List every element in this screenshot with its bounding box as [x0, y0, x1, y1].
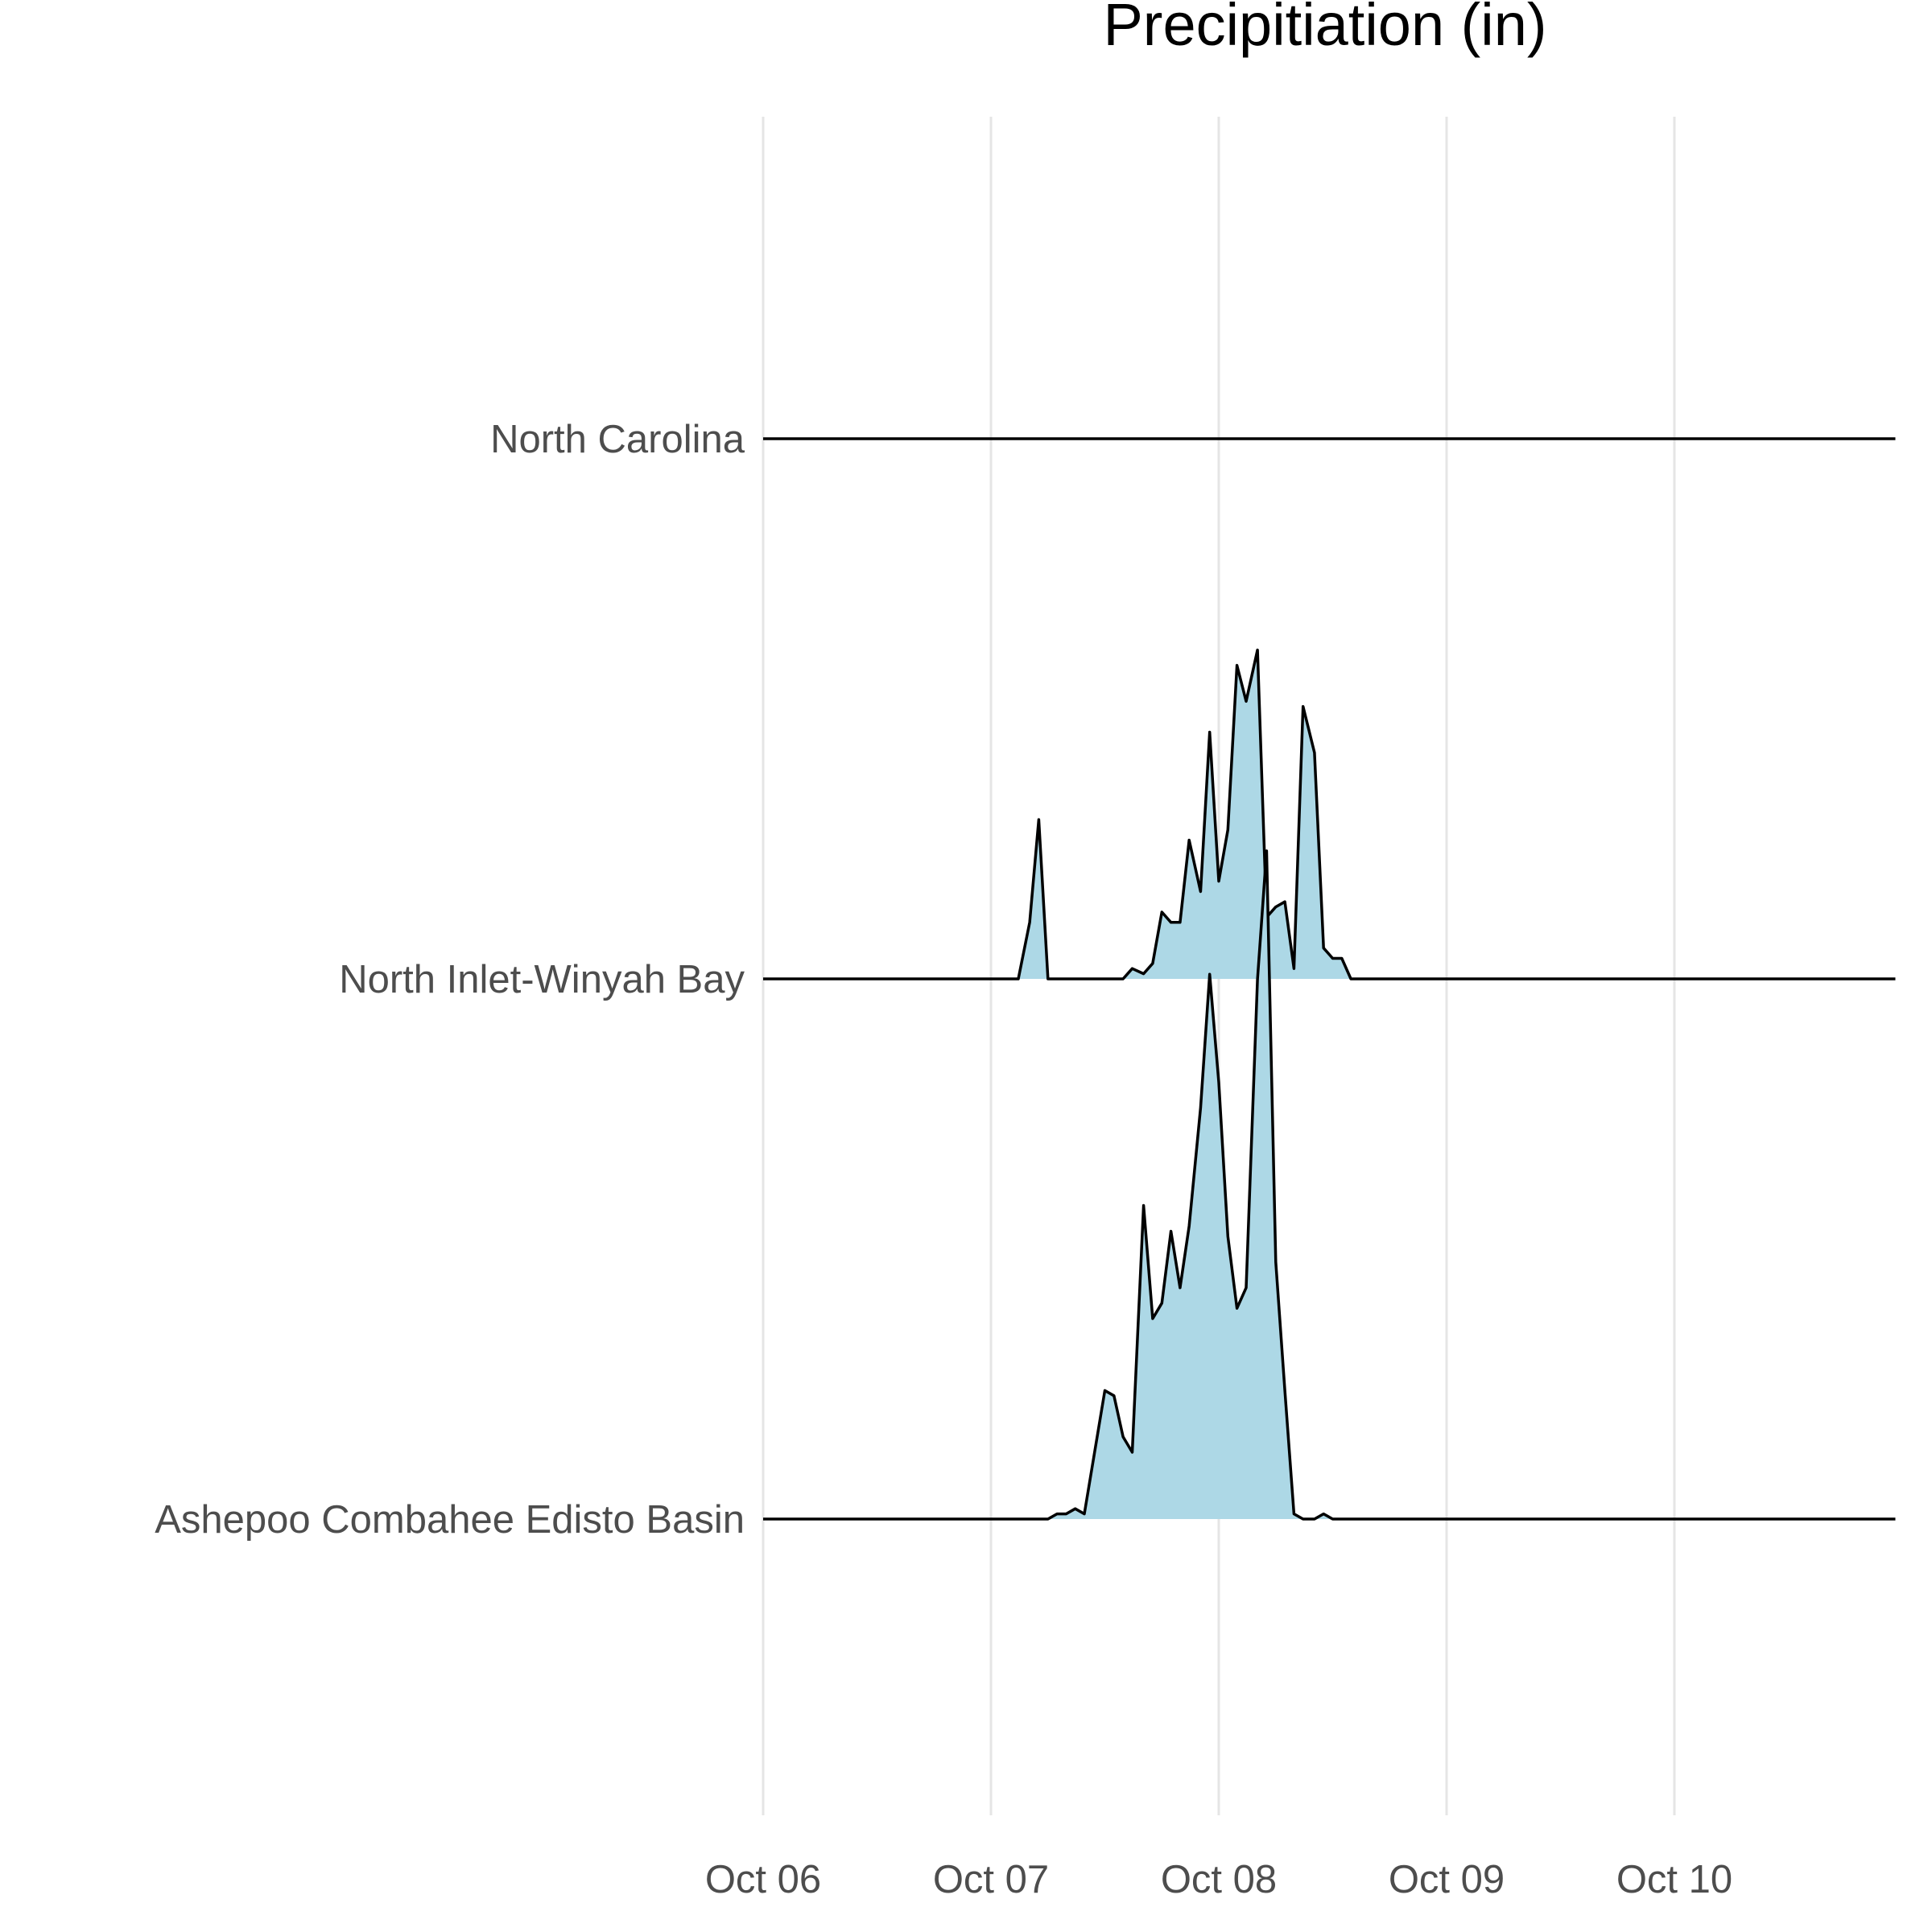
y-category-label: North Inlet-Winyah Bay [339, 958, 745, 1001]
x-tick-label: Oct 06 [705, 1858, 821, 1901]
ridges [763, 437, 1896, 1521]
ridge-line [763, 849, 1896, 1521]
x-tick-label: Oct 09 [1389, 1858, 1505, 1901]
ridge-area [763, 650, 1896, 979]
axis-labels: Oct 06 Oct 07 Oct 08 Oct 09 Oct 10 North Caro… [155, 418, 1732, 1901]
ridge-line [763, 648, 1896, 980]
y-category-label: North Carolina [490, 418, 745, 461]
y-category-label: Ashepoo Combahee Edisto Basin [155, 1498, 745, 1542]
x-tick-label: Oct 07 [933, 1858, 1049, 1901]
ridge-area [763, 851, 1896, 1519]
chart-title: Precipitiation (in) [1103, 0, 1546, 58]
x-tick-label: Oct 08 [1161, 1858, 1277, 1901]
x-tick-label: Oct 10 [1616, 1858, 1732, 1901]
